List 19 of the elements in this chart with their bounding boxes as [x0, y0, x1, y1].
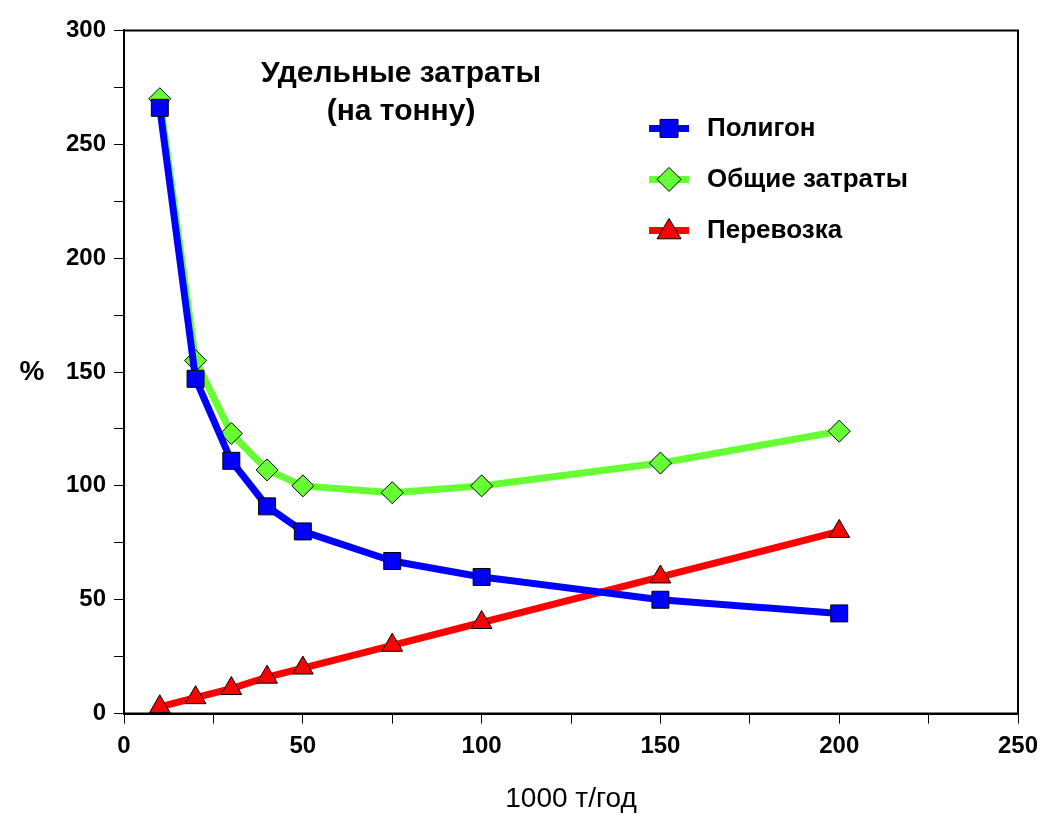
legend-label: Перевозка	[707, 213, 843, 244]
y-axis-title: %	[19, 354, 45, 386]
x-tick-label: 250	[997, 730, 1039, 758]
x-tick-label: 0	[117, 730, 131, 758]
y-tick-label: 300	[66, 15, 107, 43]
x-tick-label: 50	[289, 730, 317, 758]
x-tick-label: 150	[640, 730, 681, 758]
text: Удельные затраты (на тонну)	[261, 54, 542, 126]
y-tick-label: 200	[66, 242, 107, 270]
x-tick-label: 100	[461, 730, 502, 758]
y-tick-label: 50	[79, 584, 107, 612]
y-tick-label: 150	[66, 356, 107, 384]
legend-label: Общие затраты	[707, 162, 908, 193]
y-tick-label: 250	[66, 128, 107, 156]
y-tick-label: 100	[66, 470, 107, 498]
x-tick-label: 200	[819, 730, 860, 758]
legend-label: Полигон	[707, 111, 816, 142]
y-tick-label: 0	[92, 698, 107, 726]
x-axis-title: 1000 т/год	[505, 781, 637, 813]
